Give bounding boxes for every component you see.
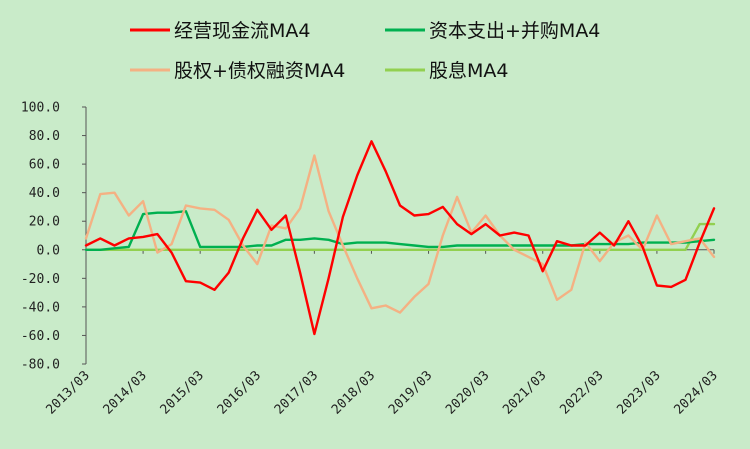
x-tick-label: 2019/03 xyxy=(386,368,435,417)
legend-label: 股权+债权融资MA4 xyxy=(174,60,345,82)
x-tick-label: 2015/03 xyxy=(158,368,207,417)
x-axis-ticks: 2013/03 2014/03 2015/03 2016/03 2017/03 2018/… xyxy=(43,249,721,418)
x-tick-label: 2020/03 xyxy=(443,368,492,417)
x-tick-label: 2013/03 xyxy=(43,368,92,417)
y-tick-label: 0.0 xyxy=(37,243,60,258)
y-tick-label: 100.0 xyxy=(21,101,60,116)
x-tick-label: 2017/03 xyxy=(272,368,321,417)
y-tick-label: -80.0 xyxy=(21,358,60,373)
legend-label: 经营现金流MA4 xyxy=(174,20,310,42)
x-tick-label: 2024/03 xyxy=(671,368,720,417)
legend-label: 资本支出+并购MA4 xyxy=(429,20,600,42)
x-tick-label: 2018/03 xyxy=(329,368,378,417)
x-tick-label: 2014/03 xyxy=(101,368,150,417)
x-tick-label: 2022/03 xyxy=(557,368,606,417)
y-tick-label: 40.0 xyxy=(29,186,60,201)
x-tick-label: 2023/03 xyxy=(614,368,663,417)
legend-item: 经营现金流MA4 xyxy=(130,20,310,42)
legend-item: 股息MA4 xyxy=(385,60,508,82)
legend: 经营现金流MA4 资本支出+并购MA4 股权+债权融资MA4 股息MA4 xyxy=(130,20,600,82)
legend-item: 资本支出+并购MA4 xyxy=(385,20,600,42)
legend-label: 股息MA4 xyxy=(429,60,508,82)
y-tick-label: 60.0 xyxy=(29,158,60,173)
y-tick-label: 20.0 xyxy=(29,215,60,230)
series-line-0 xyxy=(84,140,716,336)
series-line-1 xyxy=(84,209,716,252)
legend-item: 股权+债权融资MA4 xyxy=(130,60,345,82)
y-axis-ticks: 100.0 80.0 60.0 40.0 20.0 0.0 -20.0 -40.0 -60.0 -… xyxy=(21,101,86,373)
y-tick-label: -40.0 xyxy=(21,300,60,315)
x-tick-label: 2016/03 xyxy=(215,368,264,417)
series-lines xyxy=(84,140,716,336)
series-line-2 xyxy=(84,154,716,314)
x-tick-label: 2021/03 xyxy=(500,368,549,417)
y-tick-label: -20.0 xyxy=(21,272,60,287)
y-tick-label: 80.0 xyxy=(29,129,60,144)
y-tick-label: -60.0 xyxy=(21,329,60,344)
